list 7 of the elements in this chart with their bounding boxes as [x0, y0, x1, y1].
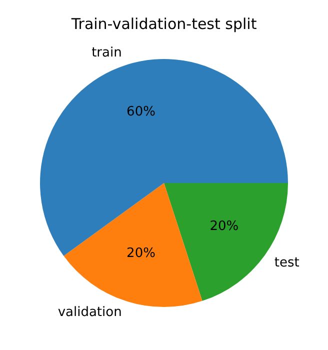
slice-label: validation — [58, 305, 122, 320]
chart-title: Train-validation-test split — [70, 14, 257, 33]
data-label: 20% — [126, 246, 156, 262]
slice-label: test — [274, 256, 300, 271]
data-label: 20% — [210, 219, 239, 234]
slice-label: train — [92, 46, 122, 61]
data-label: 60% — [126, 104, 156, 120]
